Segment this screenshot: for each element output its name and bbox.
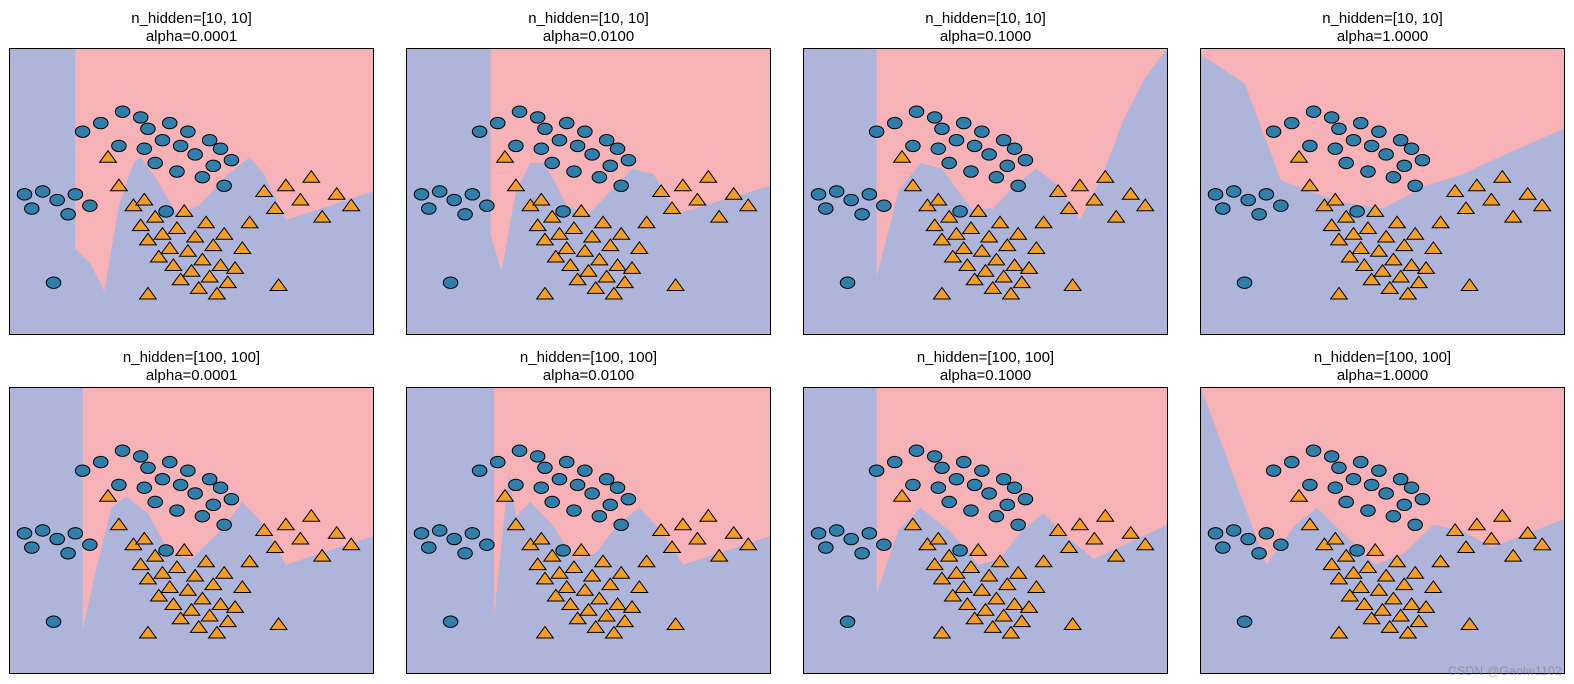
subplot-title: n_hidden=[100, 100] alpha=0.0100 xyxy=(520,349,657,385)
plot-area xyxy=(9,387,374,674)
markers-class1 xyxy=(497,490,757,638)
marker-layer xyxy=(407,49,770,334)
subplot-grid: n_hidden=[10, 10] alpha=0.0001 n_hidden=… xyxy=(10,10,1564,674)
markers-class1 xyxy=(894,490,1154,638)
subplot-title: n_hidden=[100, 100] alpha=0.1000 xyxy=(917,349,1054,385)
subplot-0-1: n_hidden=[10, 10] alpha=0.0100 xyxy=(407,10,770,335)
subplot-title: n_hidden=[100, 100] alpha=0.0001 xyxy=(123,349,260,385)
watermark-text: CSDN @Gaolw1102 xyxy=(1448,664,1562,678)
markers-class1 xyxy=(1291,490,1551,638)
markers-class1 xyxy=(100,151,360,299)
markers-class1 xyxy=(497,151,757,299)
marker-layer xyxy=(1201,388,1564,673)
marker-layer xyxy=(10,388,373,673)
markers-class1 xyxy=(1291,151,1551,299)
subplot-0-0: n_hidden=[10, 10] alpha=0.0001 xyxy=(10,10,373,335)
marker-layer xyxy=(804,49,1167,334)
plot-area xyxy=(1200,387,1565,674)
plot-area xyxy=(406,48,771,335)
marker-layer xyxy=(10,49,373,334)
subplot-1-0: n_hidden=[100, 100] alpha=0.0001 xyxy=(10,349,373,674)
plot-area xyxy=(1200,48,1565,335)
subplot-title: n_hidden=[100, 100] alpha=1.0000 xyxy=(1314,349,1451,385)
subplot-0-2: n_hidden=[10, 10] alpha=0.1000 xyxy=(804,10,1167,335)
plot-area xyxy=(803,48,1168,335)
plot-area xyxy=(406,387,771,674)
subplot-title: n_hidden=[10, 10] alpha=0.1000 xyxy=(925,10,1046,46)
plot-area xyxy=(803,387,1168,674)
subplot-1-2: n_hidden=[100, 100] alpha=0.1000 xyxy=(804,349,1167,674)
marker-layer xyxy=(407,388,770,673)
markers-class1 xyxy=(100,490,360,638)
subplot-0-3: n_hidden=[10, 10] alpha=1.0000 xyxy=(1201,10,1564,335)
subplot-title: n_hidden=[10, 10] alpha=0.0100 xyxy=(528,10,649,46)
subplot-1-1: n_hidden=[100, 100] alpha=0.0100 xyxy=(407,349,770,674)
marker-layer xyxy=(804,388,1167,673)
subplot-title: n_hidden=[10, 10] alpha=1.0000 xyxy=(1322,10,1443,46)
marker-layer xyxy=(1201,49,1564,334)
subplot-title: n_hidden=[10, 10] alpha=0.0001 xyxy=(131,10,252,46)
subplot-1-3: n_hidden=[100, 100] alpha=1.0000 xyxy=(1201,349,1564,674)
plot-area xyxy=(9,48,374,335)
markers-class1 xyxy=(894,151,1154,299)
